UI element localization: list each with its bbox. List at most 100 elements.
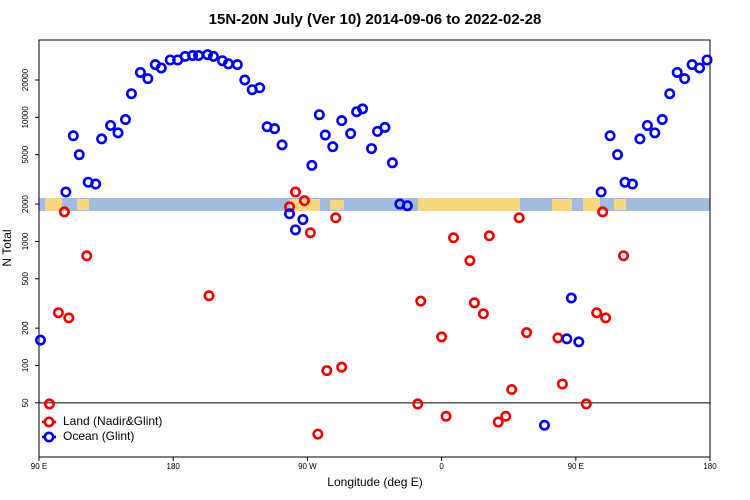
data-point: [231, 59, 243, 71]
data-point: [284, 201, 296, 213]
land-patch: [552, 199, 572, 211]
data-point: [664, 88, 676, 100]
map-strip: [39, 198, 710, 211]
data-point: [330, 212, 342, 224]
y-tick-label: 20000: [21, 68, 30, 91]
legend-marker: [43, 431, 55, 443]
y-tick-label: 1000: [21, 232, 30, 250]
data-point: [321, 365, 333, 377]
data-point: [43, 398, 55, 410]
data-point: [67, 130, 79, 142]
data-point: [327, 141, 339, 153]
data-point: [573, 336, 585, 348]
data-point: [565, 292, 577, 304]
data-point: [649, 127, 661, 139]
x-tick-label: 90 E: [31, 462, 47, 471]
data-point: [52, 307, 64, 319]
data-point: [626, 178, 638, 190]
data-point: [203, 290, 215, 302]
y-axis-label: N Total: [0, 229, 14, 266]
data-point: [112, 127, 124, 139]
land-patch: [614, 199, 626, 210]
data-point: [604, 130, 616, 142]
data-point: [580, 398, 592, 410]
data-point: [556, 378, 568, 390]
data-point: [477, 308, 489, 320]
land-patch: [45, 198, 62, 211]
data-point: [276, 139, 288, 151]
data-point: [193, 50, 205, 62]
y-tick-label: 100: [21, 358, 30, 372]
data-point: [142, 73, 154, 85]
data-point: [222, 58, 234, 70]
data-point: [345, 128, 357, 140]
data-point: [436, 331, 448, 343]
x-tick-label: 180: [703, 462, 717, 471]
data-point: [119, 114, 131, 126]
ocean-strip: [39, 198, 710, 211]
data-point: [521, 327, 533, 339]
data-point: [618, 250, 630, 262]
data-point: [386, 157, 398, 169]
data-point: [634, 133, 646, 145]
data-point: [239, 74, 251, 86]
data-point: [319, 129, 331, 141]
data-point: [289, 224, 301, 236]
x-axis-label: Longitude (deg E): [327, 475, 422, 489]
data-point: [468, 297, 480, 309]
data-point: [448, 232, 460, 244]
data-point: [591, 307, 603, 319]
data-point: [105, 119, 117, 131]
data-point: [269, 123, 281, 135]
data-point: [412, 398, 424, 410]
x-tick-label: 180: [167, 462, 181, 471]
data-point: [96, 133, 108, 145]
data-point: [561, 333, 573, 345]
data-point: [73, 149, 85, 161]
data-point: [641, 119, 653, 131]
y-tick-label: 500: [21, 272, 30, 286]
data-point: [313, 109, 325, 121]
data-point: [336, 361, 348, 373]
data-point: [187, 50, 199, 62]
data-point: [656, 114, 668, 126]
data-point: [694, 62, 706, 74]
data-point: [401, 200, 413, 212]
data-point: [297, 214, 309, 226]
data-point: [60, 186, 72, 198]
data-point: [58, 206, 70, 218]
data-point: [600, 312, 612, 324]
legend-marker: [43, 416, 55, 428]
data-point: [201, 49, 213, 61]
data-point: [595, 186, 607, 198]
data-point: [34, 334, 46, 346]
data-point: [679, 73, 691, 85]
x-tick-label: 0: [439, 462, 444, 471]
data-point: [304, 227, 316, 239]
y-tick-label: 200: [21, 321, 30, 335]
data-point: [538, 419, 550, 431]
data-point: [63, 312, 75, 324]
x-tick-label: 90 W: [298, 462, 317, 471]
data-point: [207, 50, 219, 62]
data-point: [552, 332, 564, 344]
data-point: [357, 103, 369, 115]
data-point: [125, 88, 137, 100]
data-point: [483, 230, 495, 242]
legend-label: Ocean (Glint): [63, 429, 134, 443]
data-point: [284, 208, 296, 220]
data-point: [289, 186, 301, 198]
data-point: [597, 206, 609, 218]
y-tick-label: 5000: [21, 145, 30, 163]
data-point: [379, 121, 391, 133]
land-patch: [583, 198, 600, 211]
data-point: [464, 255, 476, 267]
plot-frame: [38, 39, 711, 458]
land-patch: [330, 200, 344, 210]
data-point: [254, 82, 266, 94]
data-point: [500, 410, 512, 422]
data-point: [701, 54, 713, 66]
data-point: [134, 66, 146, 78]
data-point: [513, 212, 525, 224]
data-point: [492, 416, 504, 428]
